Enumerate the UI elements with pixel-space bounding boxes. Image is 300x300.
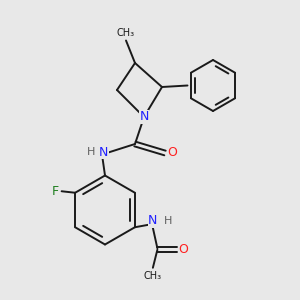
Text: CH₃: CH₃ xyxy=(144,271,162,281)
Text: N: N xyxy=(99,146,108,159)
Text: O: O xyxy=(178,243,188,256)
Text: N: N xyxy=(139,110,149,124)
Text: H: H xyxy=(87,147,96,157)
Text: F: F xyxy=(52,185,59,198)
Text: O: O xyxy=(168,146,177,160)
Text: N: N xyxy=(139,110,149,124)
Text: H: H xyxy=(87,147,96,157)
Text: N: N xyxy=(148,214,158,227)
Text: CH₃: CH₃ xyxy=(117,28,135,38)
Text: N: N xyxy=(99,146,108,159)
Text: H: H xyxy=(164,216,172,226)
